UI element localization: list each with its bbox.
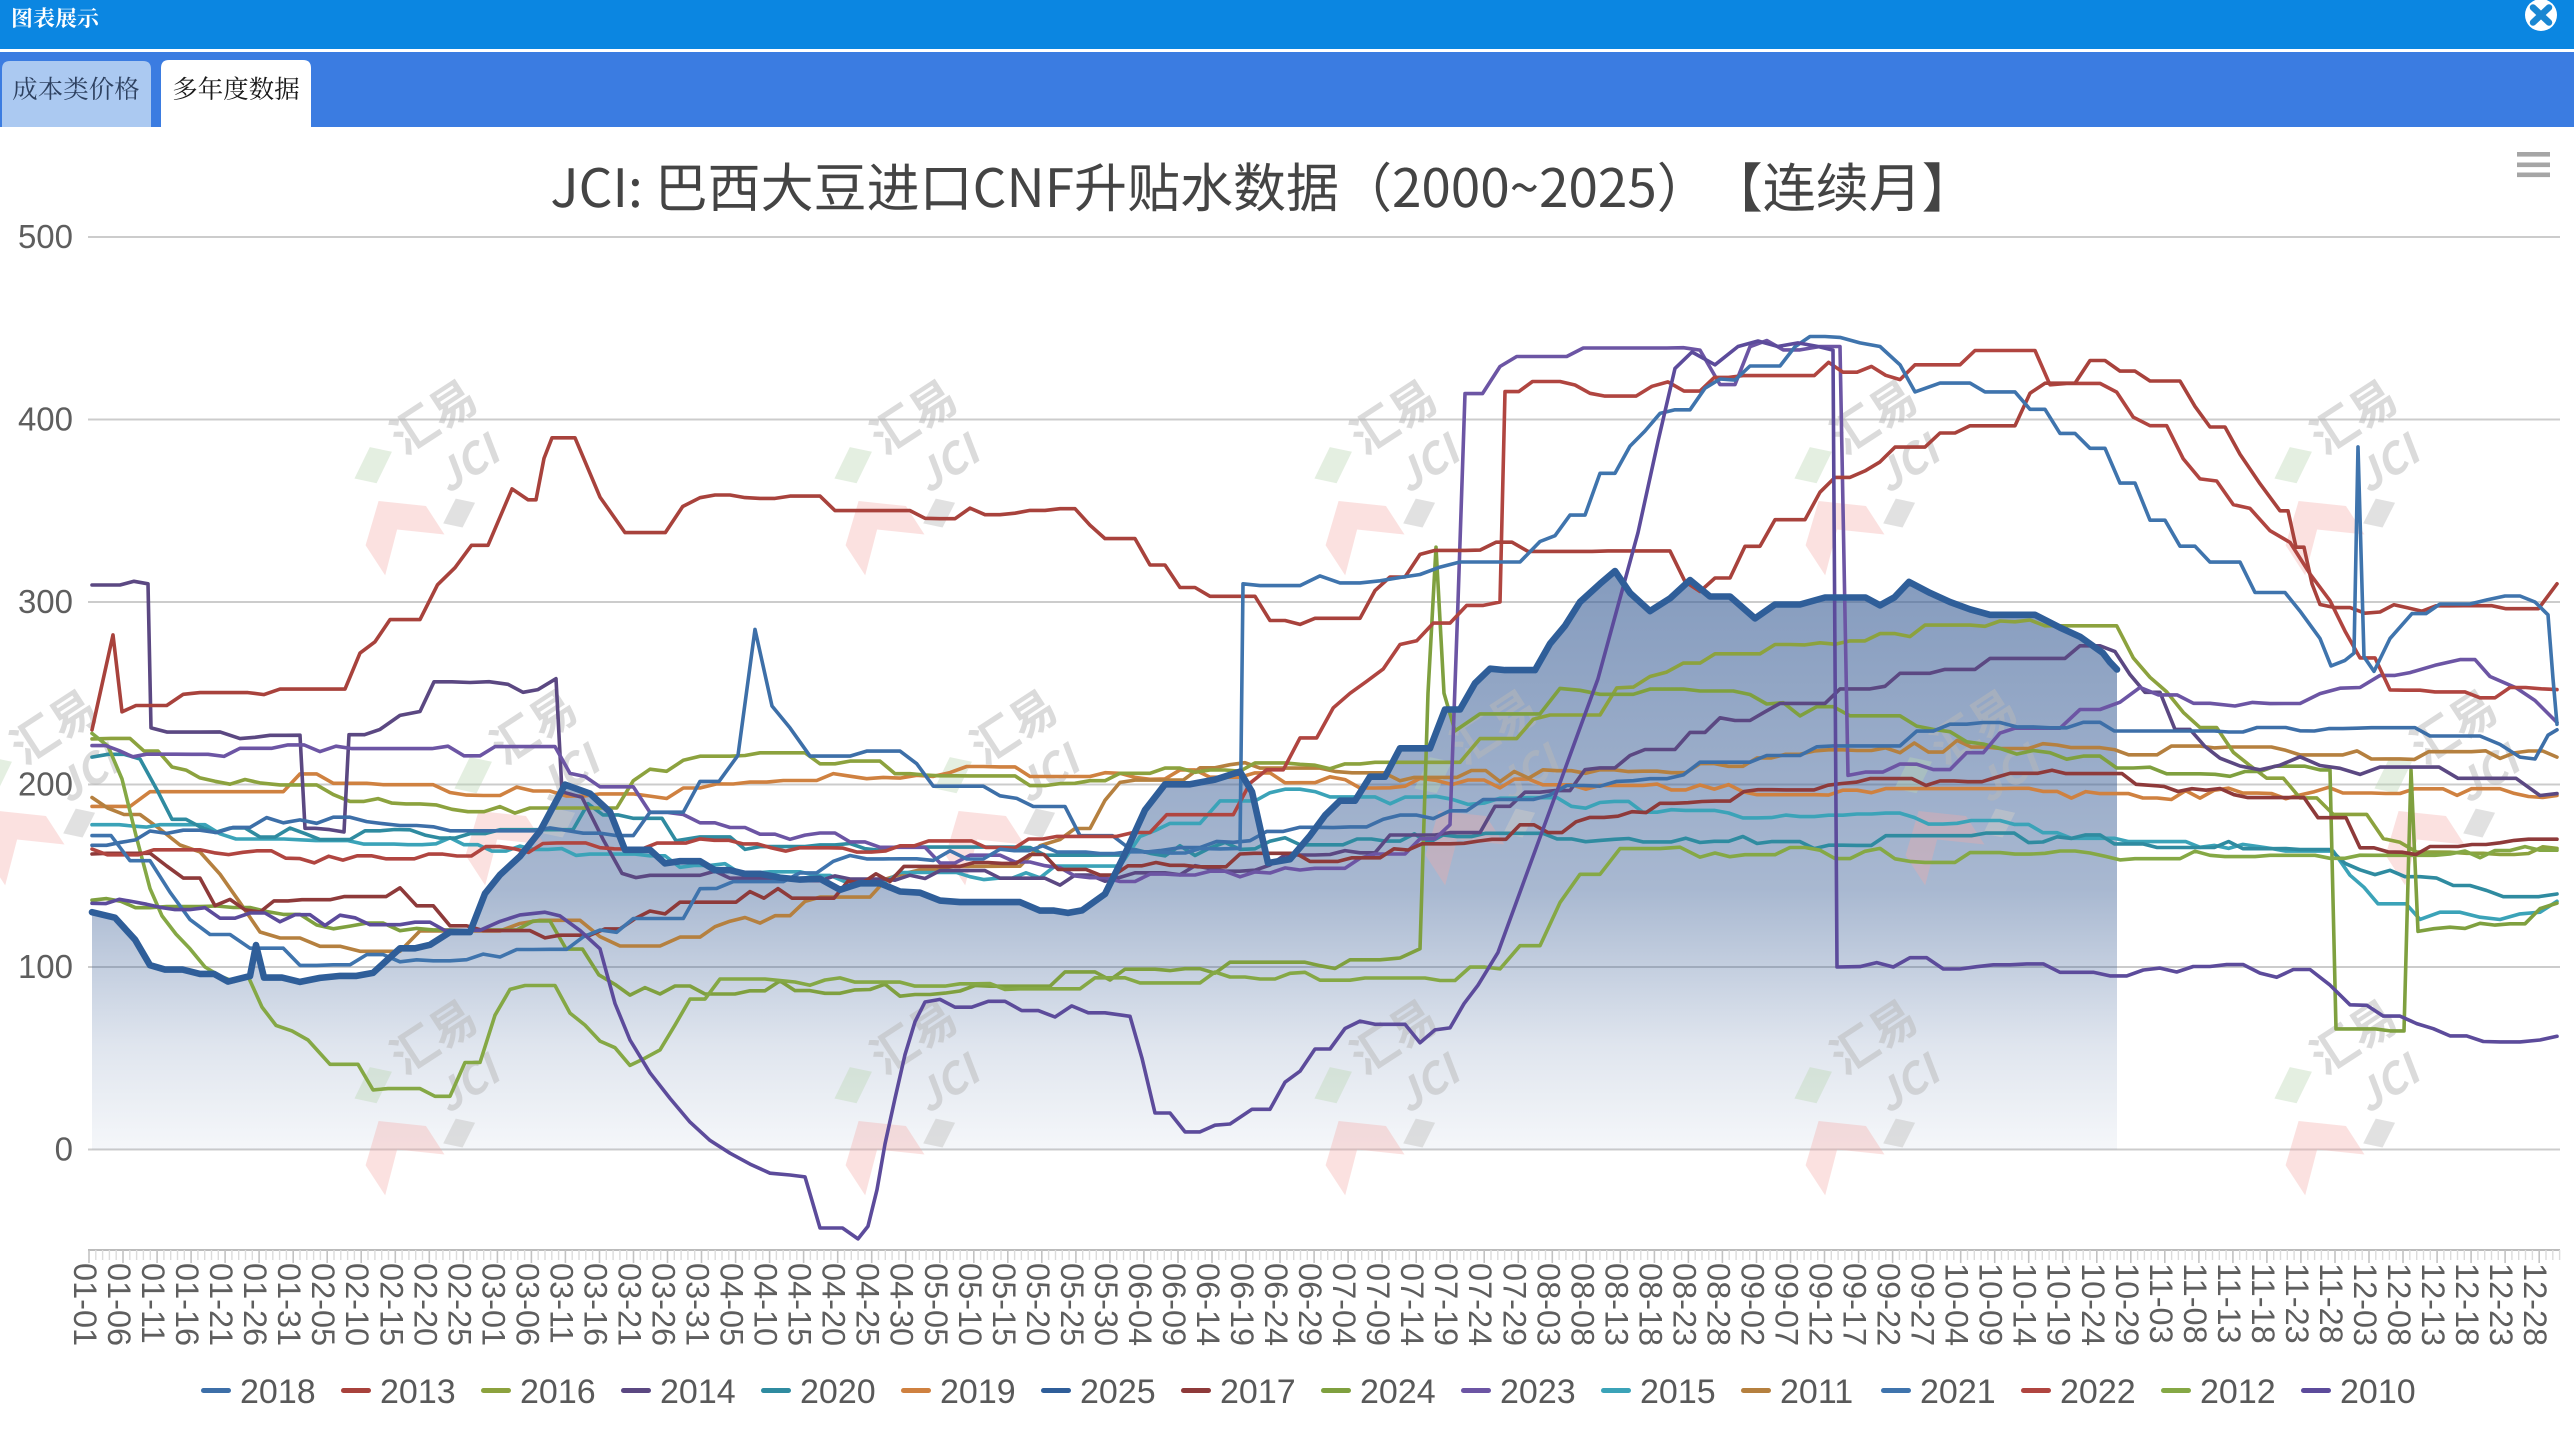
svg-text:01-01: 01-01: [67, 1263, 103, 1346]
svg-text:11-03: 11-03: [2143, 1263, 2179, 1344]
svg-text:12-03: 12-03: [2347, 1263, 2383, 1346]
svg-text:02-25: 02-25: [441, 1263, 477, 1346]
svg-text:09-17: 09-17: [1837, 1263, 1873, 1346]
svg-text:02-05: 02-05: [305, 1263, 341, 1346]
svg-text:05-25: 05-25: [1054, 1263, 1090, 1346]
svg-text:12-28: 12-28: [2517, 1263, 2553, 1346]
svg-text:2020: 2020: [800, 1373, 876, 1411]
svg-text:100: 100: [18, 948, 73, 985]
svg-text:11-23: 11-23: [2279, 1263, 2315, 1344]
svg-text:05-20: 05-20: [1020, 1263, 1056, 1346]
svg-text:2010: 2010: [2340, 1373, 2416, 1411]
svg-text:01-31: 01-31: [271, 1263, 307, 1346]
svg-text:04-10: 04-10: [748, 1263, 784, 1346]
svg-text:2013: 2013: [380, 1373, 456, 1411]
svg-text:02-15: 02-15: [373, 1263, 409, 1346]
svg-text:10-09: 10-09: [1973, 1263, 2009, 1346]
svg-text:06-14: 06-14: [1190, 1263, 1226, 1346]
svg-text:12-13: 12-13: [2415, 1263, 2451, 1346]
svg-text:11-28: 11-28: [2313, 1263, 2349, 1344]
svg-text:2021: 2021: [1920, 1373, 1996, 1411]
svg-text:0: 0: [55, 1131, 73, 1168]
svg-text:03-31: 03-31: [680, 1263, 716, 1346]
svg-text:07-19: 07-19: [1428, 1263, 1464, 1346]
svg-text:2011: 2011: [1780, 1373, 1853, 1411]
svg-text:05-30: 05-30: [1088, 1263, 1124, 1346]
svg-text:09-07: 09-07: [1769, 1263, 1805, 1346]
svg-text:06-24: 06-24: [1258, 1263, 1294, 1346]
svg-text:04-30: 04-30: [884, 1263, 920, 1346]
svg-text:10-04: 10-04: [1939, 1263, 1975, 1346]
svg-text:03-06: 03-06: [509, 1263, 545, 1346]
svg-text:01-06: 01-06: [101, 1263, 137, 1346]
svg-text:2019: 2019: [940, 1373, 1016, 1411]
svg-text:2017: 2017: [1220, 1373, 1296, 1411]
svg-text:02-20: 02-20: [407, 1263, 443, 1346]
svg-text:12-08: 12-08: [2381, 1263, 2417, 1346]
svg-text:500: 500: [18, 218, 73, 255]
svg-text:02-10: 02-10: [339, 1263, 375, 1346]
svg-text:08-03: 08-03: [1530, 1263, 1566, 1346]
svg-text:08-28: 08-28: [1700, 1263, 1736, 1346]
svg-text:08-23: 08-23: [1666, 1263, 1702, 1346]
svg-text:2018: 2018: [240, 1373, 316, 1411]
svg-text:400: 400: [18, 401, 73, 438]
svg-text:04-20: 04-20: [816, 1263, 852, 1346]
svg-text:10-19: 10-19: [2041, 1263, 2077, 1346]
svg-text:03-21: 03-21: [612, 1263, 648, 1346]
svg-text:12-18: 12-18: [2449, 1263, 2485, 1346]
svg-text:09-12: 09-12: [1803, 1263, 1839, 1346]
svg-text:300: 300: [18, 583, 73, 620]
svg-text:07-04: 07-04: [1326, 1263, 1362, 1346]
svg-text:03-11: 03-11: [543, 1263, 579, 1344]
svg-text:05-10: 05-10: [952, 1263, 988, 1346]
svg-text:11-08: 11-08: [2177, 1263, 2213, 1344]
svg-text:09-02: 09-02: [1735, 1263, 1771, 1346]
svg-text:2022: 2022: [2060, 1373, 2136, 1411]
svg-text:11-18: 11-18: [2245, 1263, 2281, 1344]
svg-text:11-13: 11-13: [2211, 1263, 2247, 1344]
svg-text:2016: 2016: [520, 1373, 596, 1411]
svg-text:09-22: 09-22: [1871, 1263, 1907, 1346]
svg-text:06-09: 06-09: [1156, 1263, 1192, 1346]
svg-text:08-08: 08-08: [1564, 1263, 1600, 1346]
svg-text:10-29: 10-29: [2109, 1263, 2145, 1346]
svg-text:09-27: 09-27: [1905, 1263, 1941, 1346]
svg-text:07-29: 07-29: [1496, 1263, 1532, 1346]
svg-text:01-26: 01-26: [237, 1263, 273, 1346]
svg-text:2024: 2024: [1360, 1373, 1436, 1411]
svg-text:05-15: 05-15: [986, 1263, 1022, 1346]
svg-text:06-04: 06-04: [1122, 1263, 1158, 1346]
svg-text:04-25: 04-25: [850, 1263, 886, 1346]
svg-text:2015: 2015: [1640, 1373, 1716, 1411]
svg-text:04-05: 04-05: [714, 1263, 750, 1346]
svg-text:200: 200: [18, 766, 73, 803]
svg-text:07-24: 07-24: [1462, 1263, 1498, 1346]
svg-text:06-29: 06-29: [1292, 1263, 1328, 1346]
svg-text:08-13: 08-13: [1598, 1263, 1634, 1346]
svg-text:03-01: 03-01: [475, 1263, 511, 1346]
svg-text:2023: 2023: [1500, 1373, 1576, 1411]
svg-text:01-16: 01-16: [169, 1263, 205, 1346]
svg-text:2025: 2025: [1080, 1373, 1156, 1411]
svg-text:2014: 2014: [660, 1373, 736, 1411]
svg-text:07-09: 07-09: [1360, 1263, 1396, 1346]
svg-text:05-05: 05-05: [918, 1263, 954, 1346]
svg-text:01-11: 01-11: [135, 1263, 171, 1344]
svg-text:10-24: 10-24: [2075, 1263, 2111, 1346]
svg-text:10-14: 10-14: [2007, 1263, 2043, 1346]
svg-text:04-15: 04-15: [782, 1263, 818, 1346]
svg-text:03-16: 03-16: [578, 1263, 614, 1346]
svg-text:2012: 2012: [2200, 1373, 2276, 1411]
svg-text:08-18: 08-18: [1632, 1263, 1668, 1346]
svg-text:06-19: 06-19: [1224, 1263, 1260, 1346]
svg-text:01-21: 01-21: [203, 1263, 239, 1346]
svg-text:07-14: 07-14: [1394, 1263, 1430, 1346]
svg-text:12-23: 12-23: [2483, 1263, 2519, 1346]
svg-text:03-26: 03-26: [646, 1263, 682, 1346]
